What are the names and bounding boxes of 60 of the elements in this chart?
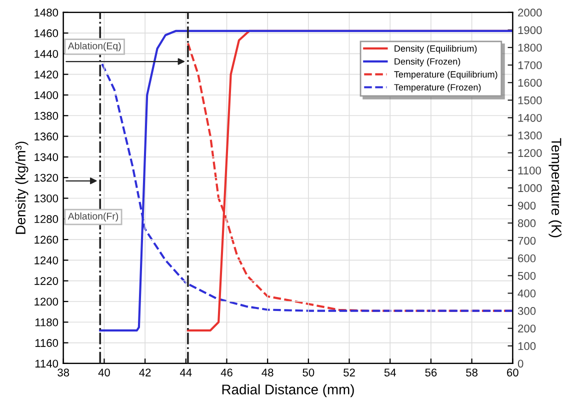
y-tick-label: 1180: [35, 318, 58, 326]
y2-tick-label: 1400: [518, 114, 542, 122]
x-tick-label: 52: [344, 368, 355, 376]
x-axis-title: Radial Distance (mm): [222, 384, 354, 398]
y2-tick-label: 1700: [518, 61, 542, 70]
legend-label: Temperature (Equilibrium): [394, 70, 498, 80]
y2-axis-title: Temperature (K): [548, 138, 562, 238]
y-tick-label: 1160: [35, 339, 58, 347]
x-tick-label: 40: [98, 368, 110, 376]
y-tick-label: 1460: [34, 29, 58, 38]
x-tick-label: 44: [180, 368, 192, 376]
y2-tick-label: 400: [518, 289, 536, 298]
y2-tick-label: 1500: [518, 96, 542, 104]
y-tick-label: 1140: [35, 360, 58, 368]
y2-tick-label: 1100: [518, 166, 541, 174]
y-tick-label: 1380: [34, 112, 58, 120]
x-tick-label: 48: [262, 368, 274, 376]
legend-label: Density (Frozen): [394, 58, 460, 66]
y-tick-label: 1360: [34, 132, 58, 140]
y2-tick-label: 100: [518, 342, 536, 350]
y-tick-label: 1260: [34, 236, 58, 244]
y-tick-label: 1480: [34, 8, 58, 17]
y2-tick-label: 700: [518, 236, 536, 245]
y2-tick-label: 600: [518, 254, 536, 262]
x-tick-label: 50: [302, 368, 314, 376]
y-tick-label: 1280: [34, 215, 58, 224]
y-tick-label: 1340: [34, 153, 58, 162]
legend-label: Temperature (Frozen): [394, 84, 481, 92]
y-axis-title: Density (kg/m³): [15, 142, 28, 234]
ref-line-label: Ablation(Eq): [68, 42, 121, 52]
y2-tick-label: 200: [518, 324, 536, 332]
y-tick-label: 1320: [34, 174, 58, 182]
x-tick-label: 38: [58, 368, 70, 376]
x-tick-label: 54: [384, 368, 396, 376]
y-tick-label: 1300: [34, 194, 58, 202]
y-tick-label: 1420: [34, 70, 58, 78]
y2-tick-label: 0: [518, 360, 524, 368]
y2-tick-label: 1000: [518, 184, 542, 192]
x-tick-label: 46: [220, 368, 232, 376]
y2-tick-label: 900: [518, 202, 536, 210]
y2-tick-label: 300: [518, 307, 536, 315]
y2-tick-label: 1800: [518, 44, 542, 52]
legend-label: Density (Equilibrium): [394, 45, 477, 54]
y2-tick-label: 1300: [518, 132, 542, 140]
y-tick-label: 1440: [34, 50, 58, 58]
y-tick-label: 1220: [34, 277, 58, 285]
y-tick-label: 1240: [34, 256, 58, 264]
y2-tick-label: 800: [518, 219, 536, 228]
y2-tick-label: 1600: [518, 78, 542, 87]
y-tick-label: 1400: [34, 91, 58, 100]
y2-tick-label: 2000: [518, 8, 542, 17]
x-tick-label: 56: [425, 368, 437, 376]
y2-tick-label: 1200: [518, 149, 542, 157]
x-tick-label: 60: [507, 368, 518, 376]
x-tick-label: 42: [139, 368, 151, 376]
x-tick-label: 58: [466, 368, 478, 376]
ref-line-label: Ablation(Fr): [68, 212, 118, 222]
y-tick-label: 1200: [34, 298, 58, 306]
y2-tick-label: 1900: [518, 26, 542, 34]
y2-tick-label: 500: [518, 272, 536, 280]
